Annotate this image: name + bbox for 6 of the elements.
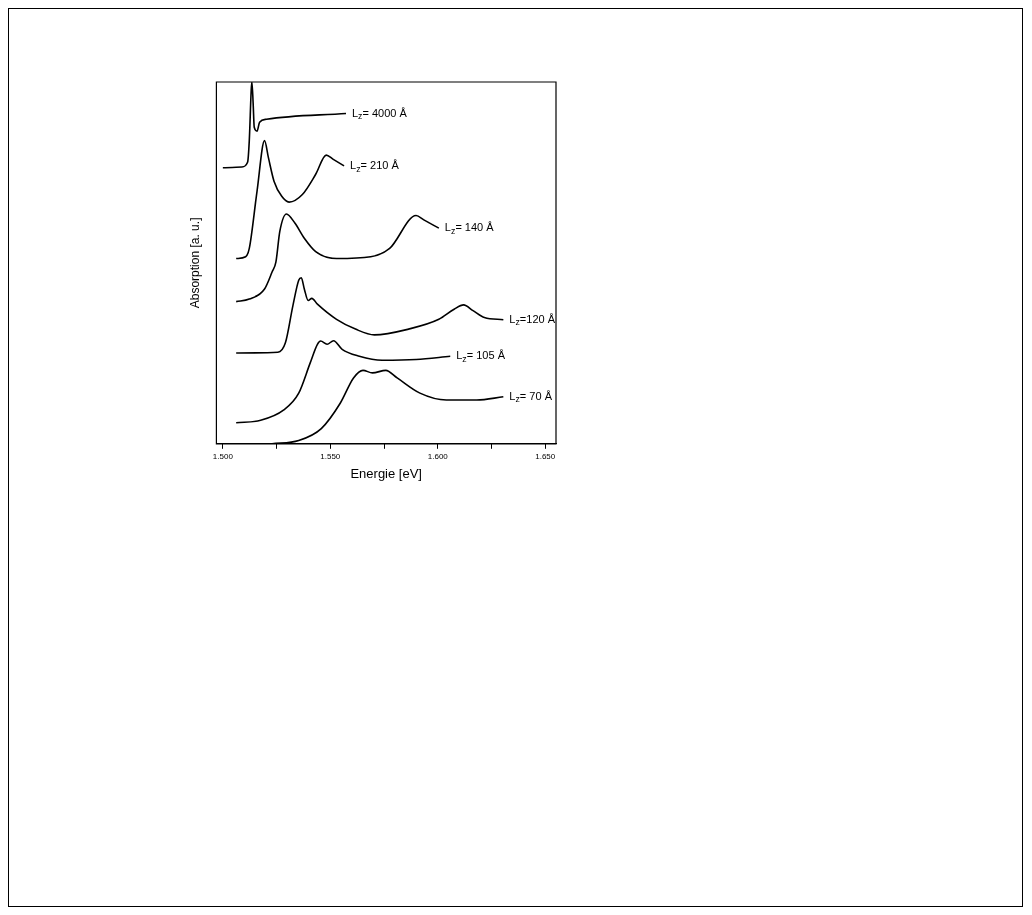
x-axis-title: Energie [eV] [350,465,422,481]
x-tick-label: 1.650 [535,451,556,461]
y-axis-title: Absorption [a. u.] [187,217,202,309]
x-tick-label: 1.500 [212,451,234,461]
x-tick-label: 1.600 [427,451,449,461]
x-tick-label: 1.550 [320,451,341,461]
